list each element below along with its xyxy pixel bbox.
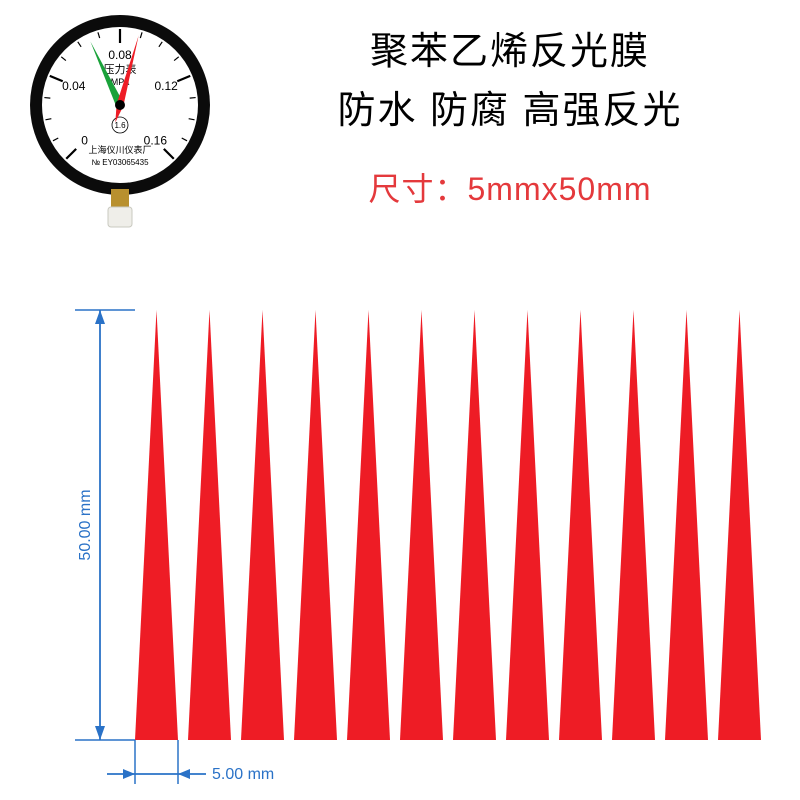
spike (294, 310, 337, 740)
svg-text:1.6: 1.6 (114, 121, 126, 130)
v-dim-label: 50.00 mm (77, 489, 94, 560)
spike (400, 310, 443, 740)
svg-text:上海仪川仪表厂: 上海仪川仪表厂 (88, 144, 151, 155)
title-line-2: 防水 防腐 高强反光 (250, 79, 770, 134)
spike (241, 310, 284, 740)
title-block: 聚苯乙烯反光膜 防水 防腐 高强反光 尺寸：5mmx50mm (250, 20, 770, 210)
size-label: 尺寸：5mmx50mm (250, 164, 770, 210)
spike (347, 310, 390, 740)
spike (559, 310, 602, 740)
spike-diagram: 50.00 mm 5.00 mm (40, 290, 780, 790)
svg-text:№ EY03065435: № EY03065435 (91, 158, 149, 167)
spike (135, 310, 178, 740)
spike (612, 310, 655, 740)
svg-text:0.12: 0.12 (155, 79, 179, 93)
spike (718, 310, 761, 740)
svg-text:0.08: 0.08 (108, 48, 132, 62)
pressure-gauge: 00.040.080.120.16压力表MPa1.6上海仪川仪表厂№ EY030… (20, 10, 220, 250)
spike (506, 310, 549, 740)
spike (665, 310, 708, 740)
spike (188, 310, 231, 740)
svg-text:0.04: 0.04 (62, 79, 86, 93)
title-line-1: 聚苯乙烯反光膜 (250, 20, 770, 75)
h-dim-label: 5.00 mm (212, 766, 274, 783)
spike (453, 310, 496, 740)
svg-text:0: 0 (81, 133, 88, 147)
